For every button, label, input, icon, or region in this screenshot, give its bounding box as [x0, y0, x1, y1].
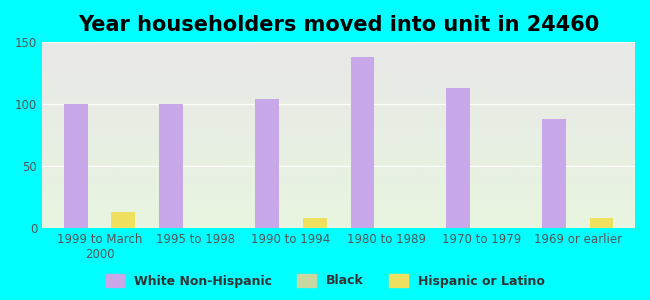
Bar	[590, 218, 614, 228]
Bar	[64, 104, 88, 228]
Bar	[350, 57, 374, 228]
Bar	[303, 218, 326, 228]
Bar	[111, 212, 135, 228]
Bar	[159, 104, 183, 228]
Title: Year householders moved into unit in 24460: Year householders moved into unit in 244…	[78, 15, 599, 35]
Bar	[541, 119, 566, 228]
Bar	[446, 88, 470, 228]
Bar	[255, 99, 279, 228]
Legend: White Non-Hispanic, Black, Hispanic or Latino: White Non-Hispanic, Black, Hispanic or L…	[99, 268, 551, 294]
